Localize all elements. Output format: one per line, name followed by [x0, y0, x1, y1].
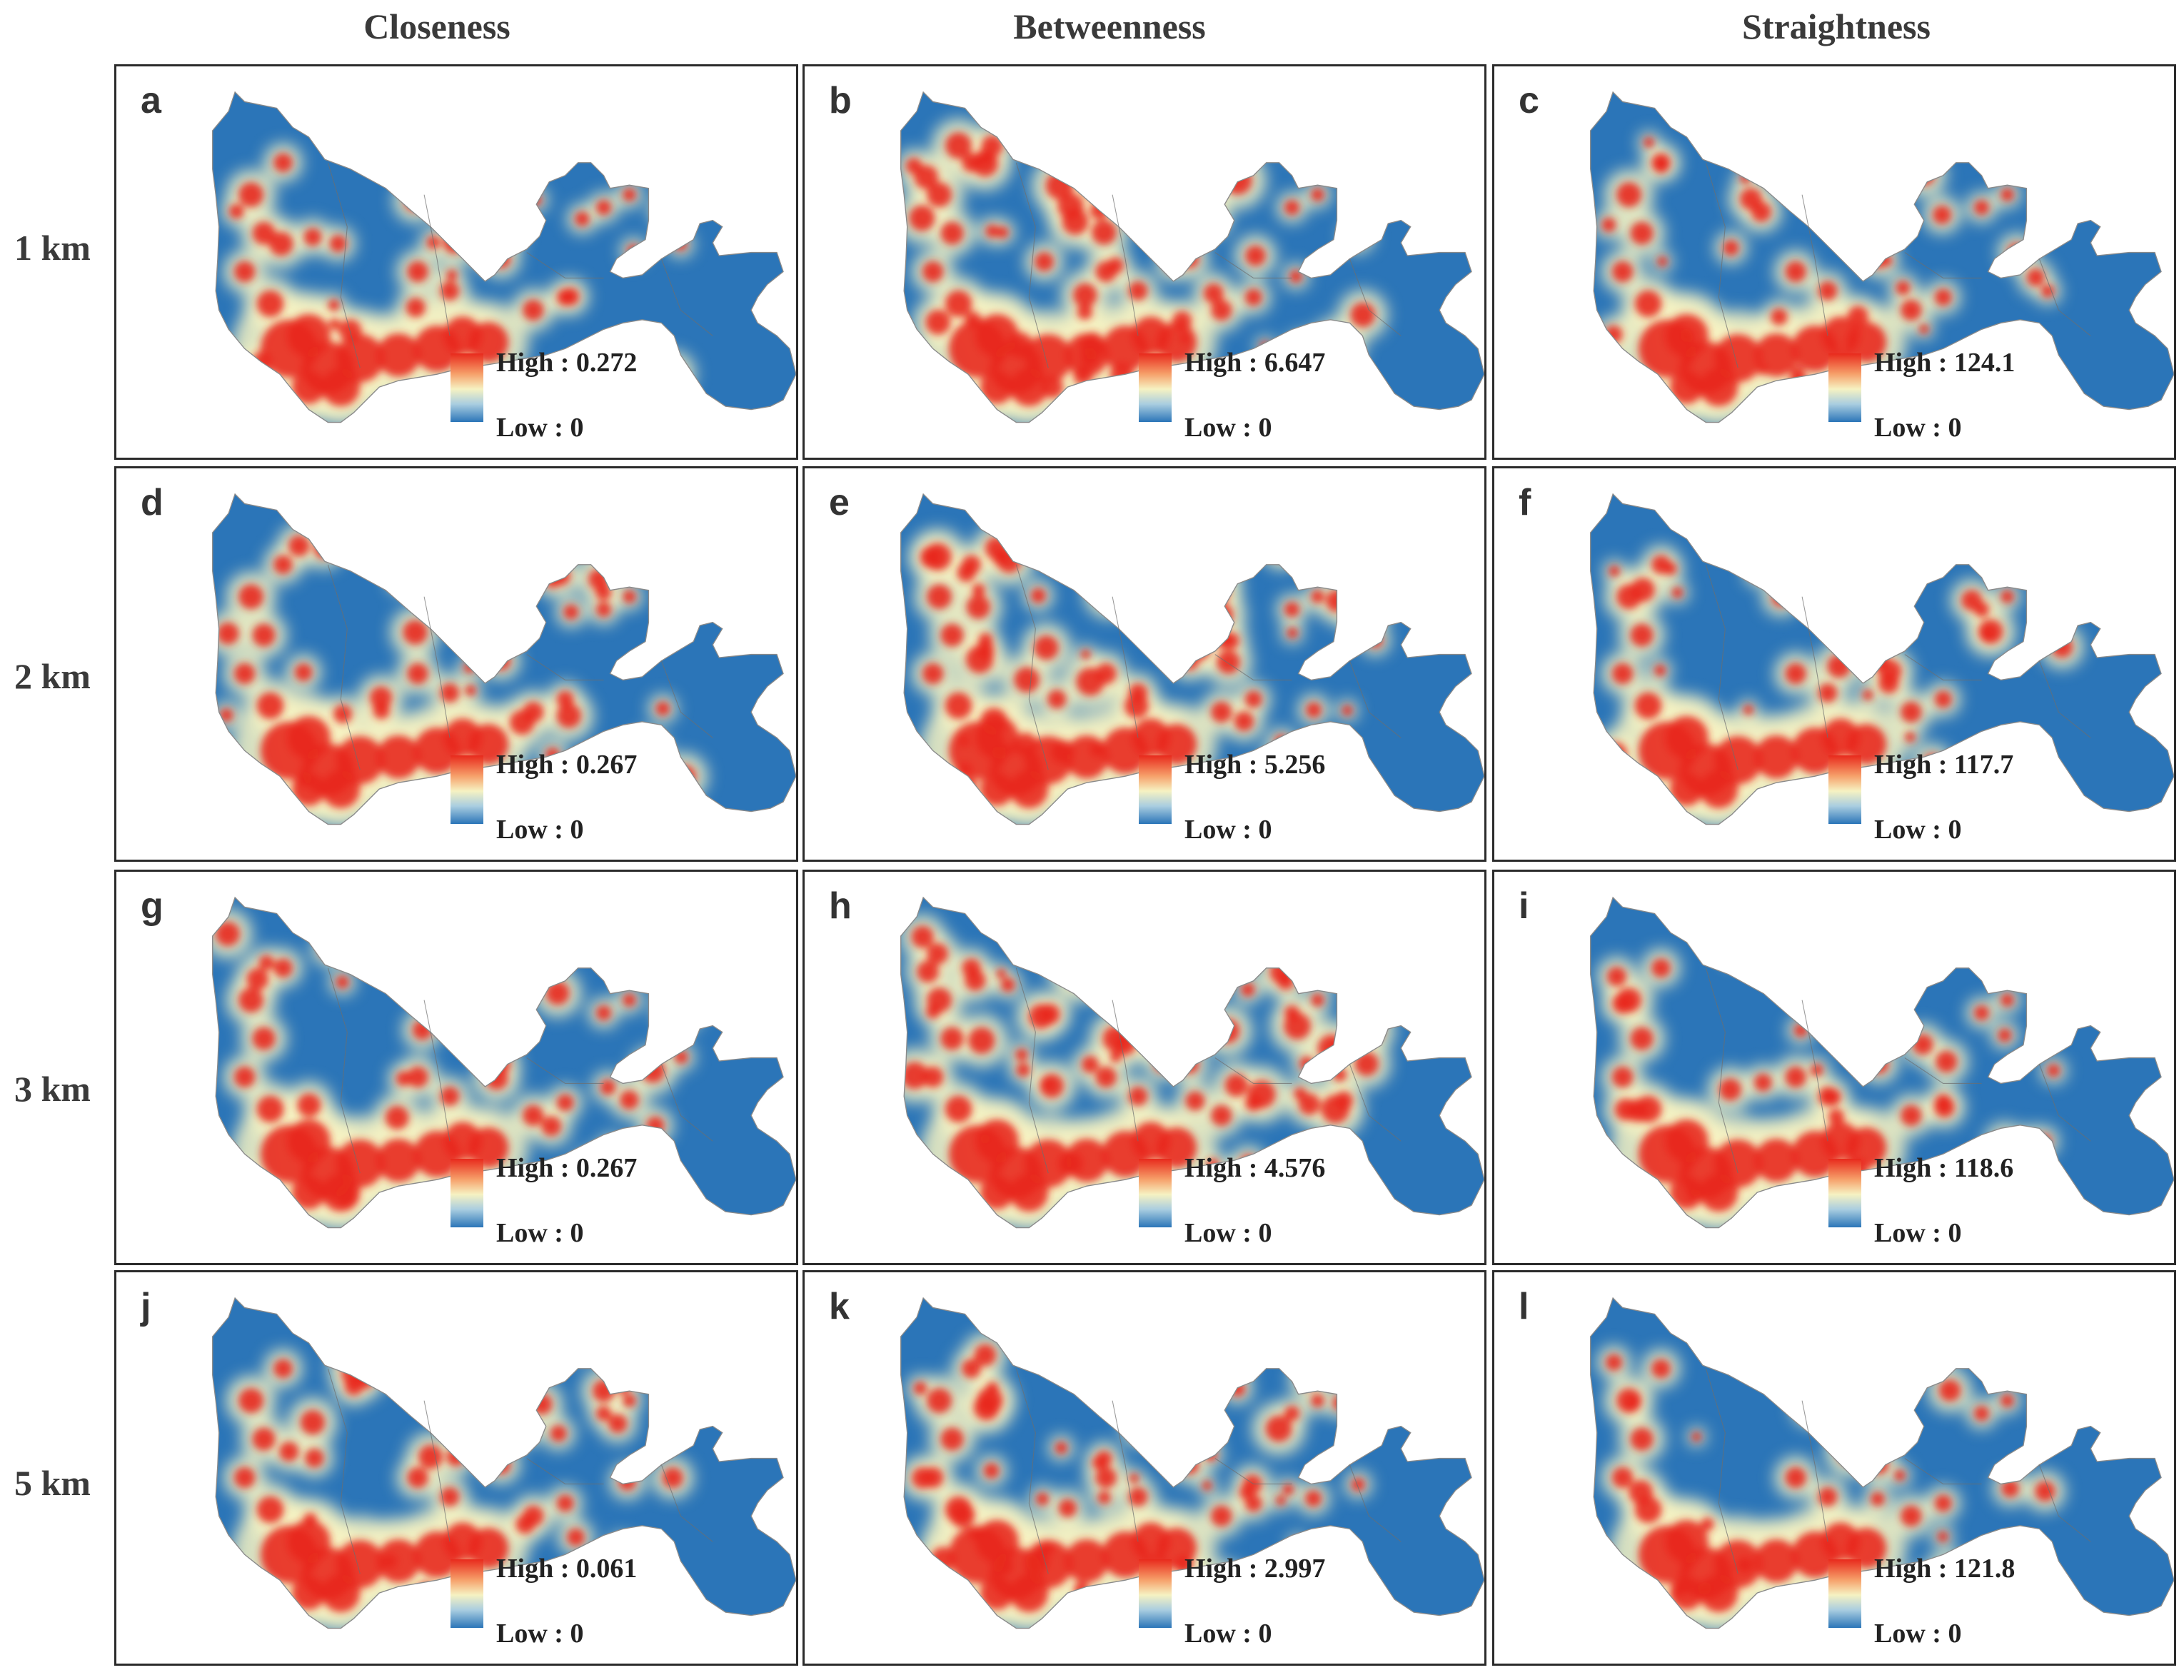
legend-high-label: High : 117.7	[1874, 750, 2014, 780]
legend-low-label: Low : 0	[1874, 413, 1962, 443]
legend-high-label: High : 121.8	[1874, 1554, 2016, 1584]
legend-low-label: Low : 0	[496, 815, 584, 845]
heatmap-l	[1590, 1297, 2174, 1629]
legend-low-label: Low : 0	[1184, 1218, 1272, 1248]
legend-color-ramp	[1828, 1559, 1861, 1628]
panel-label: g	[141, 885, 163, 927]
legend-low-label: Low : 0	[496, 413, 584, 443]
map-panel-a: a High : 0.272 Low : 0	[114, 64, 798, 460]
legend-high-label: High : 118.6	[1874, 1153, 2014, 1183]
panel-label: c	[1519, 80, 1539, 121]
legend-color-ramp	[1828, 353, 1861, 422]
heatmap-j	[212, 1297, 796, 1629]
panel-label: l	[1519, 1286, 1529, 1327]
legend-low-label: Low : 0	[496, 1218, 584, 1248]
heatmap-c	[1590, 91, 2174, 423]
legend-low-label: Low : 0	[496, 1619, 584, 1649]
panel-label: j	[141, 1286, 151, 1327]
map-panel-e: e High : 5.256 Low : 0	[802, 466, 1486, 862]
legend-color-ramp	[451, 353, 483, 422]
legend-high-label: High : 0.267	[496, 1153, 638, 1183]
map-panel-b: b High : 6.647 Low : 0	[802, 64, 1486, 460]
legend-color-ramp	[451, 755, 483, 824]
legend-high-label: High : 6.647	[1184, 348, 1326, 378]
heatmap-a	[212, 91, 796, 423]
legend-high-label: High : 2.997	[1184, 1554, 1326, 1584]
legend-low-label: Low : 0	[1184, 1619, 1272, 1649]
panel-label: e	[829, 482, 850, 523]
map-panel-k: k High : 2.997 Low : 0	[802, 1270, 1486, 1666]
panel-label: h	[829, 885, 852, 927]
map-panel-f: f High : 117.7 Low : 0	[1492, 466, 2176, 862]
legend-color-ramp	[1828, 755, 1861, 824]
panel-label: d	[141, 482, 163, 523]
legend-color-ramp	[1828, 1159, 1861, 1227]
legend-color-ramp	[1139, 755, 1172, 824]
legend-high-label: High : 0.061	[496, 1554, 638, 1584]
legend-color-ramp	[451, 1159, 483, 1227]
map-panel-d: d High : 0.267 Low : 0	[114, 466, 798, 862]
panel-label: k	[829, 1286, 850, 1327]
legend-color-ramp	[1139, 353, 1172, 422]
row-title-1km: 1 km	[14, 228, 91, 268]
heatmap-d	[212, 493, 796, 825]
map-panel-c: c High : 124.1 Low : 0	[1492, 64, 2176, 460]
legend-low-label: Low : 0	[1874, 815, 1962, 845]
row-title-3km: 3 km	[14, 1069, 91, 1109]
heatmap-k	[900, 1297, 1484, 1629]
legend-low-label: Low : 0	[1184, 815, 1272, 845]
column-title-closeness: Closeness	[363, 6, 510, 46]
panel-label: i	[1519, 885, 1529, 927]
legend-high-label: High : 124.1	[1874, 348, 2016, 378]
heatmap-h	[900, 896, 1484, 1229]
legend-color-ramp	[1139, 1559, 1172, 1628]
legend-low-label: Low : 0	[1874, 1619, 1962, 1649]
legend-high-label: High : 0.272	[496, 348, 638, 378]
column-title-straightness: Straightness	[1742, 6, 1931, 46]
heatmap-b	[900, 91, 1484, 423]
row-title-2km: 2 km	[14, 656, 91, 696]
map-panel-i: i High : 118.6 Low : 0	[1492, 870, 2176, 1265]
column-title-betweenness: Betweenness	[1013, 6, 1206, 46]
legend-high-label: High : 5.256	[1184, 750, 1326, 780]
map-panel-h: h High : 4.576 Low : 0	[802, 870, 1486, 1265]
heatmap-g	[212, 896, 796, 1229]
panel-label: f	[1519, 482, 1531, 523]
legend-color-ramp	[451, 1559, 483, 1628]
panel-label: a	[141, 80, 161, 121]
heatmap-i	[1590, 896, 2174, 1229]
legend-high-label: High : 0.267	[496, 750, 638, 780]
map-panel-g: g High : 0.267 Low : 0	[114, 870, 798, 1265]
legend-low-label: Low : 0	[1184, 413, 1272, 443]
panel-label: b	[829, 80, 852, 121]
legend-color-ramp	[1139, 1159, 1172, 1227]
map-panel-l: l High : 121.8 Low : 0	[1492, 1270, 2176, 1666]
legend-high-label: High : 4.576	[1184, 1153, 1326, 1183]
map-panel-j: j High : 0.061 Low : 0	[114, 1270, 798, 1666]
row-title-5km: 5 km	[14, 1463, 91, 1503]
legend-low-label: Low : 0	[1874, 1218, 1962, 1248]
heatmap-f	[1590, 493, 2174, 825]
